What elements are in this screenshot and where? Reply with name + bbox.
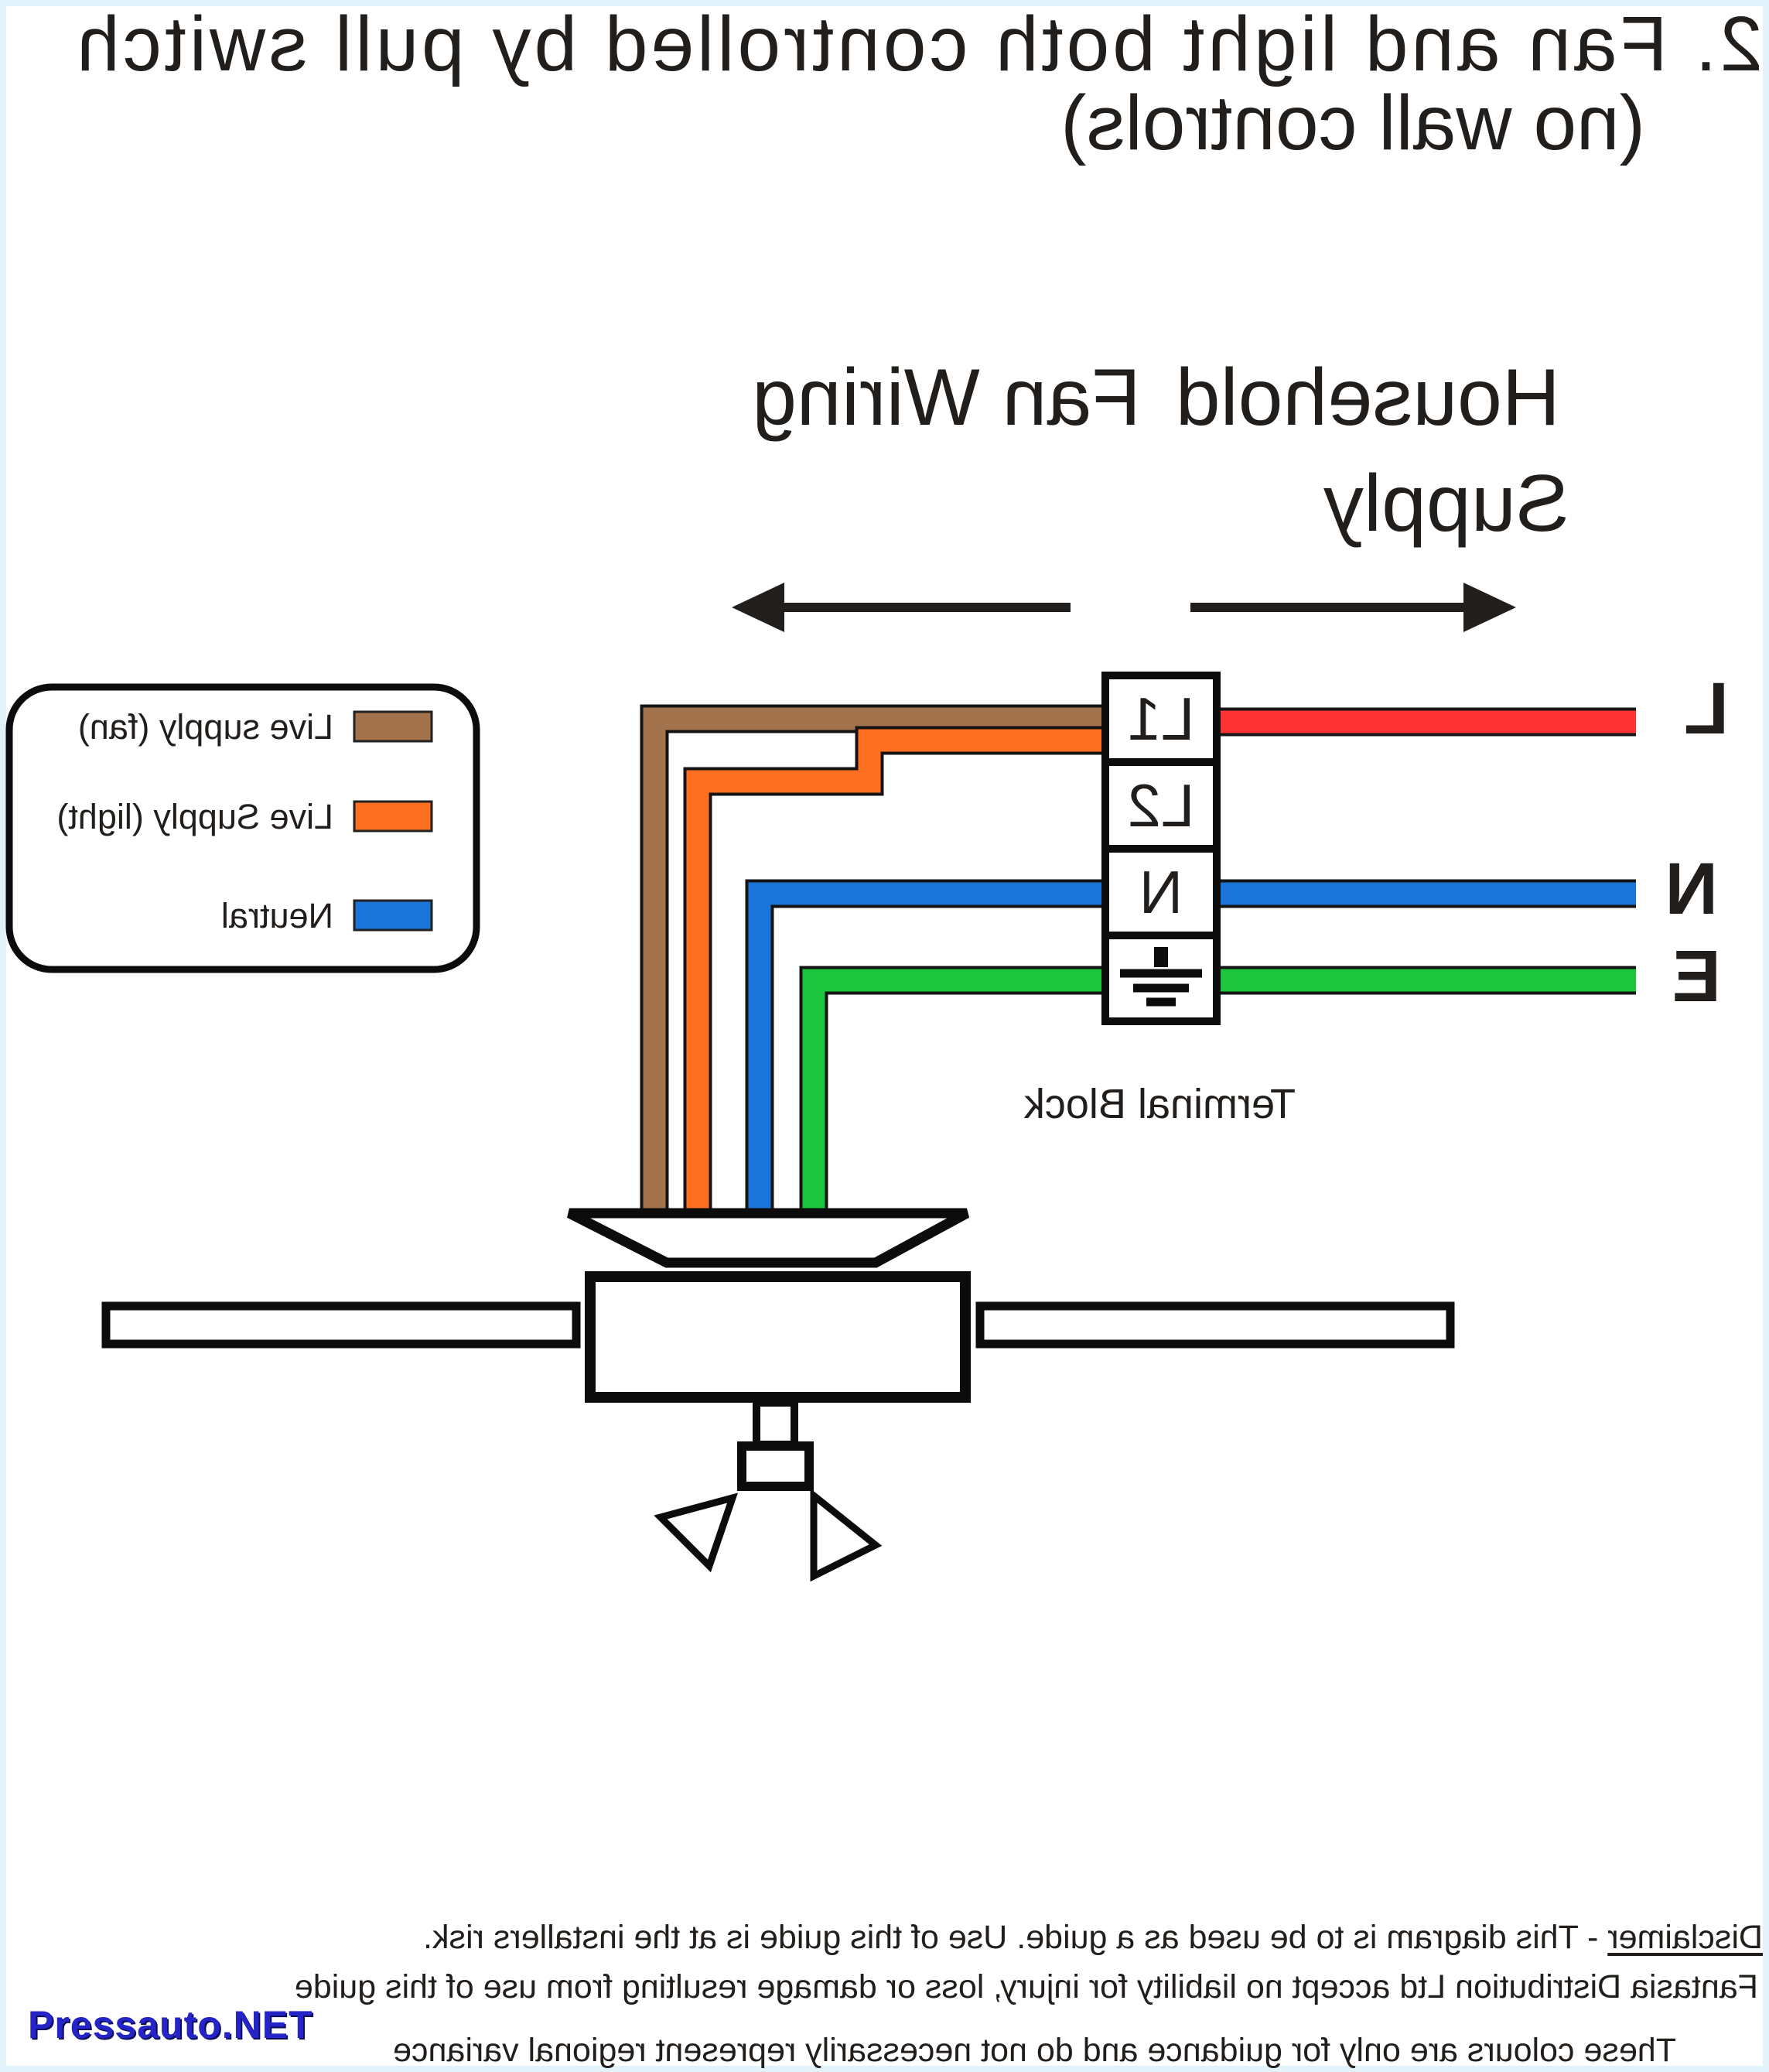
fan-wiring-label: Fan Wiring — [752, 353, 1141, 443]
fan-downrod — [753, 1399, 798, 1448]
fan-light-shade-left — [810, 1488, 883, 1582]
footer-colours-line: These colours are only for guidance and … — [393, 2032, 1676, 2069]
terminal-label-l1: L1 — [1127, 685, 1195, 753]
legend-label-live-fan: Live supply (fan) — [77, 707, 333, 747]
legend-label-neutral: Neutral — [220, 896, 333, 935]
light-live-wire — [686, 729, 1105, 1219]
footer-disclaimer-line: Disclaimer - This diagram is to be used … — [423, 1919, 1763, 1957]
legend-swatch-live-fan — [353, 710, 433, 743]
supply-neutral-letter: N — [1665, 848, 1718, 930]
fan-canopy — [567, 1208, 970, 1268]
fan-light-fitting — [737, 1441, 814, 1491]
earth-icon — [1120, 947, 1202, 1007]
diagram-subtitle: (no wall controls) — [1060, 80, 1645, 166]
watermark: Pressauto.NET — [28, 2003, 313, 2046]
terminal-label-n: N — [1139, 858, 1183, 926]
terminal-cell-n — [1101, 845, 1221, 939]
fan-neutral-wire — [748, 882, 1105, 1219]
fan-light-shade-right — [654, 1492, 738, 1573]
terminal-block — [1101, 672, 1221, 1025]
fan-motor-housing — [585, 1271, 971, 1403]
legend-swatch-live-light — [353, 800, 433, 833]
supply-label: Supply — [1323, 459, 1569, 549]
disclaimer-word: Disclaimer — [1607, 1919, 1763, 1956]
ceiling-fan — [101, 1208, 1455, 1582]
footer-liability-line: Fantasia Distribution Ltd accept no liab… — [294, 1968, 1758, 2005]
fan-live-wire — [643, 707, 1105, 1219]
household-supply-arrow — [1190, 583, 1516, 632]
supply-live-letter: L — [1683, 668, 1729, 750]
fan-wiring-arrow — [732, 583, 1071, 632]
household-label: Household — [1175, 353, 1560, 443]
legend-swatch-neutral — [353, 899, 433, 932]
terminal-cell-l2 — [1101, 758, 1221, 853]
legend-box — [5, 683, 480, 973]
legend-label-live-light: Live Supply (light) — [56, 797, 333, 836]
fan-blade-left — [975, 1301, 1455, 1349]
supply-earth-letter: E — [1672, 935, 1721, 1017]
terminal-label-l2: L2 — [1127, 771, 1195, 839]
fan-earth-wire — [802, 969, 1105, 1219]
terminal-block-caption: Terminal Block — [1023, 1081, 1296, 1127]
diagram-title: 2. Fan and light both controlled by pull… — [73, 1, 1763, 87]
fan-blade-right — [101, 1301, 581, 1349]
disclaimer-rest: - This diagram is to be used as a guide.… — [423, 1919, 1608, 1956]
